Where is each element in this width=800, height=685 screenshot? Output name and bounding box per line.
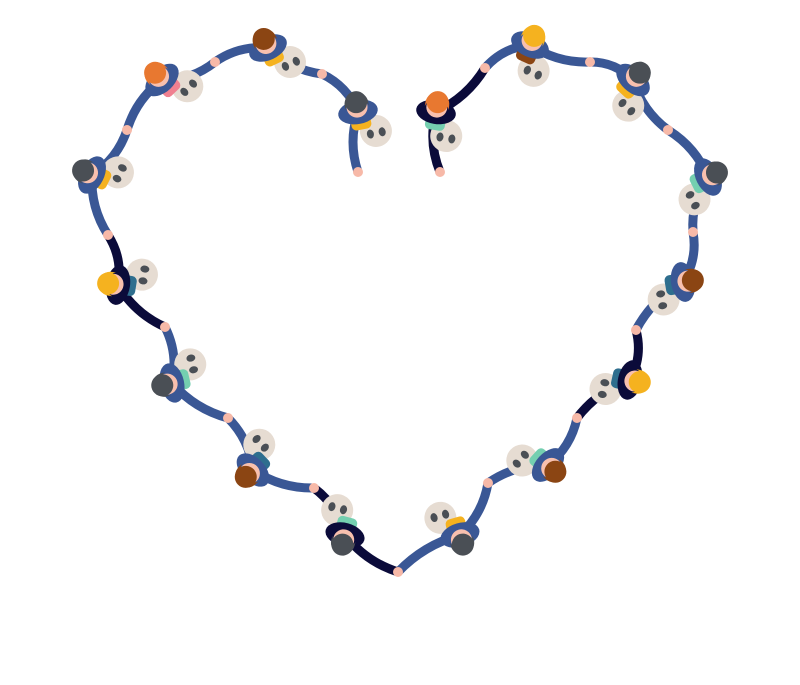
shoe [656, 290, 666, 298]
person [424, 501, 480, 556]
shoe [366, 129, 374, 139]
hair [628, 61, 651, 84]
shoe [339, 505, 348, 515]
person [612, 61, 651, 122]
clasped-hands [223, 413, 233, 423]
shoe [180, 87, 189, 96]
hair [345, 91, 368, 114]
hair [681, 269, 704, 292]
shoe [685, 191, 695, 199]
hair [72, 159, 95, 182]
floor-shadow [506, 444, 539, 477]
shoe [448, 134, 456, 144]
hair [544, 460, 567, 483]
shoe [140, 265, 150, 273]
floor-shadow [243, 428, 276, 461]
clasped-hands [309, 483, 319, 493]
shoe [378, 127, 386, 137]
shoe [618, 98, 627, 108]
clasped-hands [631, 325, 641, 335]
person [647, 262, 704, 316]
person [511, 24, 550, 87]
person [678, 158, 728, 216]
shoe [118, 164, 127, 172]
shoe [597, 390, 607, 398]
shoe [138, 277, 148, 285]
shoe [112, 174, 122, 183]
hair [628, 371, 651, 394]
clasped-hands [393, 567, 403, 577]
clasped-hands [480, 63, 490, 73]
shoe [252, 434, 261, 443]
floor-shadow [171, 70, 204, 103]
clasped-hands [210, 57, 220, 67]
person [249, 27, 307, 78]
clasped-hands [122, 125, 132, 135]
shoe [189, 79, 198, 88]
person [72, 156, 134, 194]
open-hand [435, 167, 445, 177]
shoe [627, 107, 636, 116]
hair [252, 27, 275, 50]
hair [523, 24, 546, 47]
hair [144, 61, 167, 84]
shoe [534, 70, 542, 80]
shoe [281, 62, 290, 71]
shoe [691, 201, 700, 210]
clasped-hands [483, 478, 493, 488]
shoe [436, 132, 444, 142]
people-group [72, 24, 728, 556]
shoe [430, 513, 438, 523]
hair [451, 533, 474, 556]
shoe [441, 509, 450, 519]
shoe [189, 366, 199, 374]
shoe [292, 56, 300, 66]
clasped-hands [663, 125, 673, 135]
clasped-hands [585, 57, 595, 67]
person [234, 428, 276, 488]
hair [97, 272, 120, 295]
shoe [512, 459, 521, 468]
person [506, 444, 567, 483]
hair [151, 374, 174, 397]
shoe [186, 354, 196, 362]
person [321, 494, 365, 556]
linked-arms [87, 40, 713, 577]
person [416, 91, 463, 152]
shoe [658, 302, 668, 310]
clasped-hands [572, 413, 582, 423]
clasped-hands [317, 69, 327, 79]
clasped-hands [103, 230, 113, 240]
clasped-hands [160, 322, 170, 332]
shoe [260, 443, 269, 452]
shoe [600, 379, 610, 387]
hair [234, 465, 257, 488]
shoe [328, 502, 336, 512]
hair [705, 161, 728, 184]
floor-shadow [612, 89, 645, 122]
person [97, 258, 158, 305]
floor-shadow [517, 54, 550, 87]
person [151, 348, 207, 403]
clasped-hands [688, 227, 698, 237]
hair [426, 91, 449, 114]
person [589, 360, 651, 406]
floor-shadow [101, 156, 134, 189]
shoe [523, 65, 532, 75]
open-hand [353, 167, 363, 177]
person [338, 91, 392, 147]
shoe [520, 450, 529, 459]
person [144, 61, 204, 103]
hair [331, 533, 354, 556]
